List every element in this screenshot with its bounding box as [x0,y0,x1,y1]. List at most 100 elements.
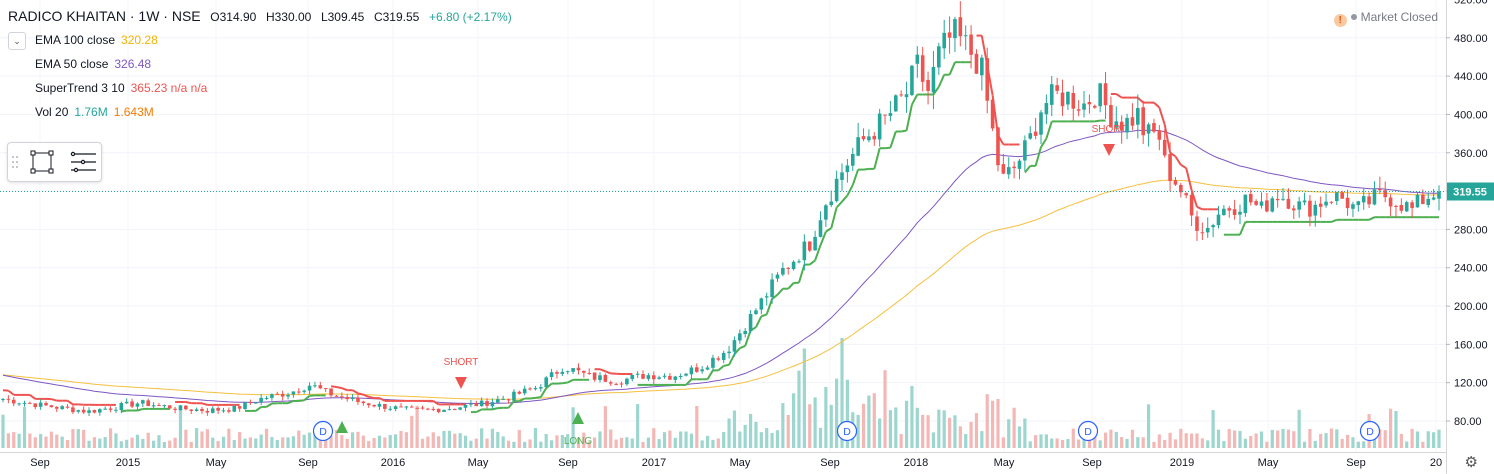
supertrend-segment [755,315,763,328]
supertrend-segment [787,282,795,290]
drawing-toolbox[interactable] [7,142,102,182]
candle-body [447,409,452,411]
volume-bar [383,437,387,448]
y-tick-label: 160.00 [1454,339,1488,351]
volume-bar [1351,437,1355,448]
x-tick-label: May [994,457,1015,469]
volume-bar [808,404,812,448]
candle-body [383,403,387,409]
volume-bar [1259,431,1264,448]
volume-bar [76,429,80,448]
volume-bar [92,437,97,448]
supertrend-segment [819,231,827,246]
volume-bar [238,432,242,448]
volume-bar [1227,429,1231,448]
volume-bar [636,404,640,448]
candle-body [200,408,204,412]
volume-bar [1394,411,1398,448]
settings-lines-icon[interactable] [70,151,96,173]
candle-body [356,397,360,403]
candle-body [232,405,237,412]
supertrend-segment [1094,119,1101,123]
candle-body [173,408,177,410]
volume-bar [243,438,247,448]
supertrend-series [2,34,1439,414]
indicator-ema50[interactable]: EMA 50 close 326.48 [35,57,151,71]
candle-body [1291,208,1296,211]
candle-body [1023,140,1027,161]
volume-bar [1012,407,1016,448]
candle-body [1044,103,1049,115]
indicator-supertrend[interactable]: SuperTrend 3 10 365.23 n/a n/a [35,81,207,95]
supertrend-segment [1196,205,1203,211]
volume-bar [845,379,849,448]
candle-body [1028,133,1033,139]
candle-body [194,409,199,411]
volume-bar [969,421,973,448]
candle-body [1335,192,1339,202]
candle-body [87,410,91,413]
candle-body [124,401,129,404]
candle-body [549,372,554,377]
candle-body [1205,227,1210,233]
volume-bar [1265,441,1269,448]
supertrend-segment [889,131,897,149]
gear-icon[interactable]: ⚙ [1464,454,1478,471]
candle-body [1378,188,1382,191]
volume-bar [1195,433,1199,448]
volume-bar [571,407,575,448]
y-tick-label: 120.00 [1454,378,1488,390]
candle-body [65,406,70,408]
candle-body [76,410,81,412]
candle-body [393,406,398,410]
supertrend-segment [121,409,127,413]
volume-bar [442,430,446,448]
x-tick-label: 2018 [904,457,928,469]
collapse-indicators-button[interactable]: ⌄ [8,32,26,50]
candle-body [490,402,495,407]
indicator-volume[interactable]: Vol 20 1.76M 1.643M [35,105,154,119]
volume-bar [469,440,473,448]
volume-bar [270,437,274,448]
supertrend-segment [717,365,725,372]
supertrend-segment [51,398,58,402]
candle-body [1066,91,1070,105]
volume-bar [1324,433,1328,448]
candle-body [1297,201,1301,210]
symbol-title[interactable]: RADICO KHAITAN · 1W · NSE [8,8,201,24]
candle-body [1399,204,1404,211]
volume-bar [754,421,758,448]
drag-handle-icon[interactable] [12,156,18,168]
volume-bar [1356,441,1360,448]
candle-body [1039,112,1043,135]
volume-bar [227,428,231,448]
indicator-value: 320.28 [121,33,158,47]
volume-bar [506,440,511,448]
warning-icon[interactable]: ! [1333,14,1347,27]
volume-bar [1249,436,1253,448]
supertrend-segment [567,378,574,384]
volume-bar [480,428,484,448]
rectangle-tool-icon[interactable] [30,150,54,174]
supertrend-segment [539,387,548,398]
candle-body [893,95,898,112]
dividend-marker [312,420,334,442]
volume-bar [625,437,629,448]
candle-body [845,165,850,173]
candle-body [668,375,672,380]
indicator-ema100[interactable]: EMA 100 close 320.28 [35,33,158,47]
volume-bar [593,437,597,448]
supertrend-segment [336,386,343,390]
candle-body [1281,198,1285,200]
supertrend-segment [1137,96,1144,104]
volume-bar [1001,437,1005,448]
x-tick-label: 2015 [116,457,140,469]
supertrend-segment [809,259,816,266]
x-tick-label: 20 [1430,457,1442,469]
candle-body [1119,121,1124,131]
y-tick-label: 280.00 [1454,224,1488,236]
candle-body [313,385,317,387]
volume-bar [781,403,785,448]
